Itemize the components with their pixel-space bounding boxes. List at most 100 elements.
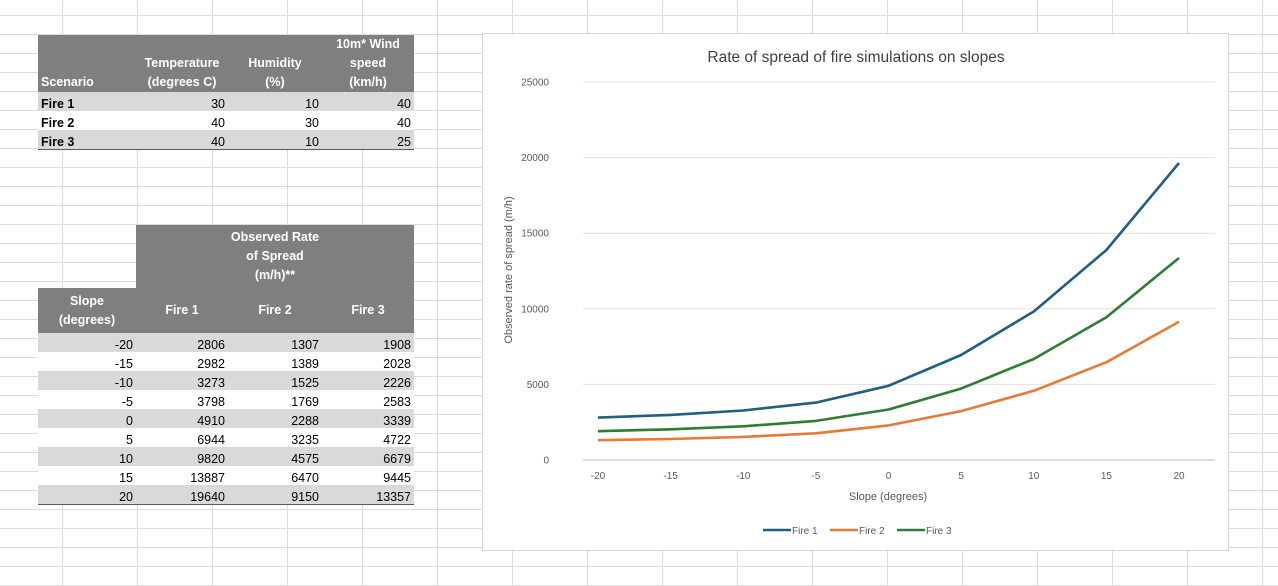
- y-tick-label: 15000: [521, 229, 549, 240]
- fire-3-cell[interactable]: 1908: [322, 333, 415, 352]
- fire-2-cell[interactable]: 1525: [228, 371, 322, 390]
- line-chart[interactable]: Rate of spread of fire simulations on sl…: [482, 33, 1229, 551]
- chart-canvas: Rate of spread of fire simulations on sl…: [503, 49, 1215, 537]
- x-tick-label: 15: [1101, 471, 1113, 482]
- fire-3-cell[interactable]: 2226: [322, 371, 415, 390]
- x-tick-label: 10: [1028, 471, 1040, 482]
- fire-2-cell[interactable]: 9150: [228, 485, 322, 505]
- fire-3-cell[interactable]: 2583: [322, 390, 415, 409]
- rate-of-spread-table: Observed Rate of Spread (m/h)** Slope (degr…: [38, 225, 415, 505]
- y-tick-label: 20000: [521, 153, 549, 164]
- y-tick-label: 10000: [521, 304, 549, 315]
- wind-cell[interactable]: 40: [322, 111, 414, 130]
- scenario-header: Scenario: [38, 35, 136, 92]
- temperature-cell[interactable]: 40: [136, 111, 228, 130]
- slope-header: Slope (degrees): [38, 288, 136, 333]
- x-tick-label: -20: [591, 471, 606, 482]
- y-tick-label: 0: [543, 456, 549, 467]
- slope-cell[interactable]: 10: [38, 447, 136, 466]
- fire-3-cell[interactable]: 9445: [322, 466, 415, 485]
- y-tick-label: 25000: [521, 78, 549, 89]
- scenario-name-cell[interactable]: Fire 3: [38, 130, 136, 150]
- fire-3-cell[interactable]: 6679: [322, 447, 415, 466]
- slope-cell[interactable]: -15: [38, 352, 136, 371]
- x-tick-label: 5: [958, 471, 964, 482]
- fire-1-header: Fire 1: [136, 288, 228, 333]
- fire-1-cell[interactable]: 2806: [136, 333, 228, 352]
- fire-1-cell[interactable]: 19640: [136, 485, 228, 505]
- fire-2-cell[interactable]: 1769: [228, 390, 322, 409]
- wind-cell[interactable]: 40: [322, 92, 414, 111]
- table-row: -15 2982 1389 2028: [38, 352, 415, 371]
- legend-label: Fire 1: [792, 526, 818, 537]
- humidity-header: Humidity (%): [228, 35, 322, 92]
- fire-1-cell[interactable]: 2982: [136, 352, 228, 371]
- x-tick-label: -15: [663, 471, 678, 482]
- fire-3-cell[interactable]: 4722: [322, 428, 415, 447]
- scenario-name-cell[interactable]: Fire 2: [38, 111, 136, 130]
- slope-cell[interactable]: 20: [38, 485, 136, 505]
- x-tick-label: -5: [811, 471, 820, 482]
- table-row: 5 6944 3235 4722: [38, 428, 415, 447]
- chart-legend[interactable]: Fire 1 Fire 2 Fire 3: [763, 526, 952, 537]
- x-tick-label: 20: [1173, 471, 1185, 482]
- fire-3-cell[interactable]: 3339: [322, 409, 415, 428]
- table-row: 15 13887 6470 9445: [38, 466, 415, 485]
- fire-3-cell[interactable]: 13357: [322, 485, 415, 505]
- x-tick-label: -10: [736, 471, 751, 482]
- slope-cell[interactable]: -5: [38, 390, 136, 409]
- y-axis-title: Observed rate of spread (m/h): [503, 196, 515, 343]
- series-line-fire-1[interactable]: [597, 162, 1180, 419]
- fire-2-cell[interactable]: 3235: [228, 428, 322, 447]
- legend-item-fire-1[interactable]: Fire 1: [763, 526, 818, 537]
- legend-item-fire-3[interactable]: Fire 3: [897, 526, 952, 537]
- fire-2-cell[interactable]: 4575: [228, 447, 322, 466]
- temperature-cell[interactable]: 30: [136, 92, 228, 111]
- empty-corner-cell: [38, 225, 136, 288]
- fire-1-cell[interactable]: 13887: [136, 466, 228, 485]
- table-row: Fire 3 40 10 25: [38, 130, 414, 150]
- fire-1-cell[interactable]: 3798: [136, 390, 228, 409]
- gridlines: [583, 81, 1215, 461]
- x-tick-label: 0: [886, 471, 892, 482]
- slope-cell[interactable]: -20: [38, 333, 136, 352]
- chart-title: Rate of spread of fire simulations on sl…: [707, 49, 1004, 66]
- slope-cell[interactable]: 0: [38, 409, 136, 428]
- observed-rate-header: Observed Rate of Spread (m/h)**: [136, 225, 415, 288]
- slope-cell[interactable]: 15: [38, 466, 136, 485]
- fire-2-cell[interactable]: 1389: [228, 352, 322, 371]
- wind-speed-header: 10m* Wind speed (km/h): [322, 35, 414, 92]
- legend-label: Fire 3: [926, 526, 952, 537]
- table-row: 10 9820 4575 6679: [38, 447, 415, 466]
- series-line-fire-3[interactable]: [597, 256, 1180, 433]
- y-axis-ticks: 0 5000 10000 15000 20000 25000: [521, 78, 549, 467]
- x-axis-title: Slope (degrees): [849, 491, 927, 503]
- series-line-fire-2[interactable]: [597, 320, 1180, 442]
- fire-1-cell[interactable]: 9820: [136, 447, 228, 466]
- table-row: Fire 1 30 10 40: [38, 92, 414, 111]
- table-row: -20 2806 1307 1908: [38, 333, 415, 352]
- table-row: 20 19640 9150 13357: [38, 485, 415, 505]
- y-tick-label: 5000: [527, 380, 550, 391]
- table-row: -5 3798 1769 2583: [38, 390, 415, 409]
- series-lines: [597, 162, 1180, 442]
- humidity-cell[interactable]: 10: [228, 92, 322, 111]
- fire-2-cell[interactable]: 2288: [228, 409, 322, 428]
- scenario-name-cell[interactable]: Fire 1: [38, 92, 136, 111]
- fire-1-cell[interactable]: 3273: [136, 371, 228, 390]
- table-row: -10 3273 1525 2226: [38, 371, 415, 390]
- scenario-table: Scenario Temperature (degrees C) Humidity…: [38, 35, 414, 150]
- legend-item-fire-2[interactable]: Fire 2: [830, 526, 885, 537]
- fire-2-cell[interactable]: 6470: [228, 466, 322, 485]
- fire-3-cell[interactable]: 2028: [322, 352, 415, 371]
- slope-cell[interactable]: 5: [38, 428, 136, 447]
- fire-1-cell[interactable]: 6944: [136, 428, 228, 447]
- legend-label: Fire 2: [859, 526, 885, 537]
- wind-cell[interactable]: 25: [322, 130, 414, 150]
- slope-cell[interactable]: -10: [38, 371, 136, 390]
- fire-1-cell[interactable]: 4910: [136, 409, 228, 428]
- temperature-cell[interactable]: 40: [136, 130, 228, 150]
- humidity-cell[interactable]: 30: [228, 111, 322, 130]
- fire-2-cell[interactable]: 1307: [228, 333, 322, 352]
- humidity-cell[interactable]: 10: [228, 130, 322, 150]
